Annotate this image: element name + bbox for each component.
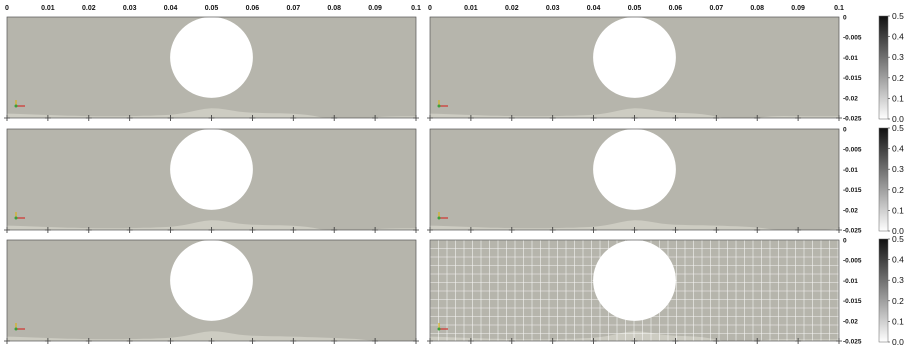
colorbar-tick-label: 0.5 bbox=[892, 234, 904, 244]
obstacle bbox=[170, 240, 253, 321]
colorbar-tick-label: 0.2 bbox=[892, 185, 904, 195]
y-tick-label: -0.015 bbox=[843, 298, 862, 305]
x-tick-label: 0.05 bbox=[205, 5, 219, 12]
x-tick-label: 0.01 bbox=[41, 5, 55, 12]
obstacle bbox=[170, 129, 253, 210]
panel-frame bbox=[6, 128, 417, 231]
x-tick-label: 0.08 bbox=[327, 5, 341, 12]
y-tick-label: -0.005 bbox=[843, 258, 862, 265]
x-tick-label: 0.1 bbox=[834, 5, 844, 12]
colorbar-tick-label: 0.0 bbox=[892, 114, 904, 124]
y-tick-label: -0.02 bbox=[843, 318, 858, 325]
colorbar-tick-label: 0.0 bbox=[892, 337, 904, 346]
y-tick-label: -0.01 bbox=[843, 167, 858, 174]
colorbar-tick-label: 0.5 bbox=[892, 11, 904, 21]
y-tick-label: -0.01 bbox=[843, 55, 858, 62]
colorbar-tick-label: 0.0 bbox=[892, 226, 904, 236]
obstacle bbox=[593, 129, 676, 210]
orientation-axes-icon bbox=[437, 100, 448, 108]
y-tick-label: -0.02 bbox=[843, 95, 858, 102]
colorbar: 0.5 0.4 0.3 0.2 0.1 0.0 bbox=[878, 11, 904, 124]
colorbar-tick-label: 0.4 bbox=[892, 144, 904, 154]
y-tick-label: -0.02 bbox=[843, 207, 858, 214]
panel-frame bbox=[6, 16, 417, 119]
y-tick-label: 0 bbox=[843, 15, 847, 22]
colorbar-tick-label: 0.5 bbox=[892, 123, 904, 133]
x-tick-label: 0.03 bbox=[546, 5, 560, 12]
x-tick-label: 0.09 bbox=[791, 5, 805, 12]
x-tick-label: 0.1 bbox=[411, 5, 421, 12]
contour-panel-top-left bbox=[4, 16, 419, 121]
contour-panel-bottom-left bbox=[4, 239, 419, 344]
orientation-axes-icon bbox=[14, 323, 25, 331]
colorbar-tick-label: 0.4 bbox=[892, 32, 904, 42]
x-tick-label: 0.03 bbox=[123, 5, 137, 12]
x-tick-label: 0.04 bbox=[164, 5, 178, 12]
y-tick-label: -0.015 bbox=[843, 75, 862, 82]
obstacle bbox=[170, 17, 253, 98]
y-tick-label: 0 bbox=[843, 127, 847, 134]
orientation-axes-icon bbox=[14, 212, 25, 220]
x-tick-label: 0 bbox=[428, 5, 432, 12]
orientation-axes-icon bbox=[437, 323, 448, 331]
obstacle bbox=[593, 240, 676, 321]
colorbar-tick-label: 0.2 bbox=[892, 73, 904, 83]
y-tick-label: -0.01 bbox=[843, 278, 858, 285]
y-tick-label: -0.005 bbox=[843, 147, 862, 154]
x-tick-label: 0.02 bbox=[82, 5, 96, 12]
panel-frame bbox=[429, 128, 840, 231]
colorbar-tick-label: 0.1 bbox=[892, 205, 904, 215]
colorbar-tick-label: 0.4 bbox=[892, 255, 904, 265]
colorbar-tick-label: 0.3 bbox=[892, 275, 904, 285]
y-tick-label: -0.015 bbox=[843, 187, 862, 194]
colorbar-tick-label: 0.2 bbox=[892, 296, 904, 306]
colorbar: 0.5 0.4 0.3 0.2 0.1 0.0 bbox=[878, 123, 904, 236]
x-tick-label: 0.02 bbox=[505, 5, 519, 12]
y-tick-label: 0 bbox=[843, 238, 847, 245]
contour-panel-middle-right bbox=[427, 128, 842, 233]
obstacle bbox=[593, 17, 676, 98]
x-tick-label: 0.07 bbox=[709, 5, 723, 12]
panel-frame bbox=[429, 16, 840, 119]
colorbar: 0.5 0.4 0.3 0.2 0.1 0.0 bbox=[878, 234, 904, 346]
colorbar-tick-label: 0.1 bbox=[892, 316, 904, 326]
contour-panel-top-right bbox=[427, 16, 842, 121]
y-tick-label: -0.025 bbox=[843, 228, 862, 235]
x-tick-label: 0.08 bbox=[750, 5, 764, 12]
y-tick-label: -0.025 bbox=[843, 116, 862, 123]
panel-frame bbox=[429, 239, 840, 342]
x-tick-label: 0 bbox=[5, 5, 9, 12]
contour-panel-bottom-right bbox=[427, 239, 842, 344]
colorbar-tick-label: 0.3 bbox=[892, 164, 904, 174]
x-tick-label: 0.01 bbox=[464, 5, 478, 12]
panel-frame bbox=[6, 239, 417, 342]
x-tick-label: 0.04 bbox=[587, 5, 601, 12]
x-tick-label: 0.07 bbox=[286, 5, 300, 12]
colorbar-tick-label: 0.3 bbox=[892, 52, 904, 62]
x-tick-label: 0.09 bbox=[368, 5, 382, 12]
x-tick-label: 0.06 bbox=[669, 5, 683, 12]
x-tick-label: 0.05 bbox=[628, 5, 642, 12]
y-tick-label: -0.005 bbox=[843, 35, 862, 42]
x-tick-label: 0.06 bbox=[246, 5, 260, 12]
orientation-axes-icon bbox=[437, 212, 448, 220]
colorbar-tick-label: 0.1 bbox=[892, 93, 904, 103]
y-tick-label: -0.025 bbox=[843, 339, 862, 346]
orientation-axes-icon bbox=[14, 100, 25, 108]
contour-panel-middle-left bbox=[4, 128, 419, 233]
